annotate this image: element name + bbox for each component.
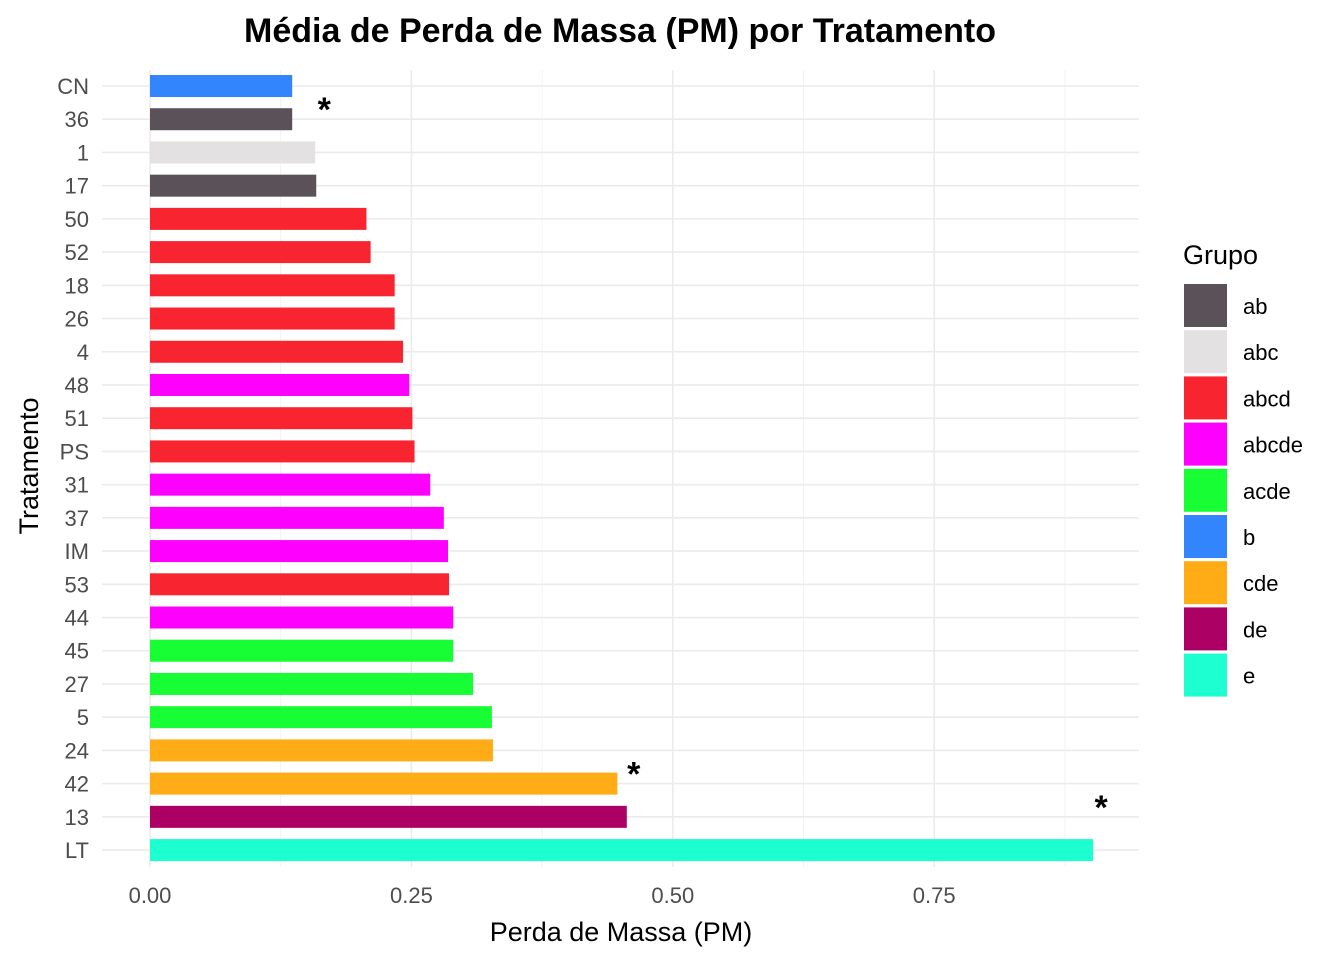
legend-label: b bbox=[1243, 525, 1255, 550]
bar-1 bbox=[150, 141, 316, 164]
bar-5 bbox=[150, 706, 492, 729]
bar-17 bbox=[150, 174, 317, 197]
x-tick-label: 0.25 bbox=[390, 883, 433, 908]
y-tick-label: 13 bbox=[65, 805, 89, 830]
x-tick-label: 0.50 bbox=[651, 883, 694, 908]
bar-44 bbox=[150, 606, 454, 629]
legend-key-e bbox=[1184, 653, 1227, 697]
legend-key-abcd bbox=[1184, 376, 1227, 420]
bar-36 bbox=[150, 108, 293, 131]
legend-label: abc bbox=[1243, 340, 1278, 365]
y-tick-label: CN bbox=[57, 74, 89, 99]
y-tick-label: 50 bbox=[65, 207, 89, 232]
y-tick-label: 17 bbox=[65, 174, 89, 199]
y-tick-label: 18 bbox=[65, 273, 89, 298]
legend-label: ab bbox=[1243, 294, 1267, 319]
y-tick-label: 36 bbox=[65, 107, 89, 132]
legend-key-ab bbox=[1184, 284, 1227, 327]
legend-label: e bbox=[1243, 664, 1255, 689]
bar-53 bbox=[150, 573, 450, 596]
bar-4 bbox=[150, 340, 404, 363]
bar-45 bbox=[150, 639, 454, 662]
x-tick-label: 0.00 bbox=[129, 883, 172, 908]
y-tick-label: 5 bbox=[77, 705, 89, 730]
legend-title: Grupo bbox=[1183, 240, 1258, 270]
bar-52 bbox=[150, 241, 371, 264]
y-tick-label: IM bbox=[65, 539, 89, 564]
y-tick-label: 1 bbox=[77, 140, 89, 165]
bar-27 bbox=[150, 672, 474, 695]
bar-13 bbox=[150, 805, 627, 828]
x-axis-title: Perda de Massa (PM) bbox=[490, 917, 753, 947]
y-tick-label: 53 bbox=[65, 572, 89, 597]
legend: Grupo ab abc abcd abcde acde b cde de e bbox=[1183, 240, 1303, 697]
x-axis-ticks: 0.00 0.25 0.50 0.75 bbox=[129, 883, 956, 908]
y-tick-label: 24 bbox=[65, 738, 89, 763]
legend-key-abc bbox=[1184, 330, 1227, 374]
legend-label: cde bbox=[1243, 571, 1278, 596]
annotation-asterisk: * bbox=[318, 91, 332, 129]
chart-title: Média de Perda de Massa (PM) por Tratame… bbox=[244, 12, 996, 50]
y-tick-label: 48 bbox=[65, 373, 89, 398]
bars bbox=[150, 75, 1094, 862]
legend-label: de bbox=[1243, 617, 1267, 642]
legend-key-acde bbox=[1184, 468, 1227, 512]
bar-LT bbox=[150, 839, 1094, 862]
legend-key-de bbox=[1184, 607, 1227, 651]
y-tick-label: LT bbox=[65, 838, 89, 863]
legend-key-abcde bbox=[1184, 422, 1227, 466]
y-tick-label: 51 bbox=[65, 406, 89, 431]
x-tick-label: 0.75 bbox=[913, 883, 956, 908]
y-tick-label: 42 bbox=[65, 772, 89, 797]
bar-48 bbox=[150, 373, 410, 396]
annotations: * * * bbox=[318, 91, 1109, 827]
y-tick-label: PS bbox=[60, 439, 89, 464]
y-tick-label: 31 bbox=[65, 473, 89, 498]
legend-key-b bbox=[1184, 515, 1227, 558]
legend-key-cde bbox=[1184, 561, 1227, 605]
y-tick-label: 52 bbox=[65, 240, 89, 265]
bar-37 bbox=[150, 506, 444, 529]
bar-PS bbox=[150, 440, 415, 463]
y-tick-label: 26 bbox=[65, 307, 89, 332]
bar-CN bbox=[150, 75, 293, 97]
y-tick-label: 4 bbox=[77, 340, 89, 365]
bar-31 bbox=[150, 473, 431, 496]
legend-label: acde bbox=[1243, 479, 1291, 504]
y-tick-label: 37 bbox=[65, 506, 89, 531]
bar-26 bbox=[150, 307, 395, 330]
bar-18 bbox=[150, 274, 395, 297]
legend-label: abcd bbox=[1243, 386, 1291, 411]
bar-51 bbox=[150, 407, 413, 430]
y-axis-title: Tratamento bbox=[14, 397, 44, 534]
legend-label: abcde bbox=[1243, 433, 1303, 458]
annotation-asterisk: * bbox=[627, 756, 641, 794]
bar-50 bbox=[150, 207, 367, 230]
annotation-asterisk: * bbox=[1095, 789, 1109, 827]
bar-IM bbox=[150, 540, 448, 563]
y-tick-label: 45 bbox=[65, 639, 89, 664]
y-tick-label: 27 bbox=[65, 672, 89, 697]
bar-24 bbox=[150, 739, 493, 762]
bar-42 bbox=[150, 772, 618, 795]
y-tick-label: 44 bbox=[65, 606, 89, 631]
y-axis-ticks: CN 36 1 17 50 52 18 26 4 48 51 PS 31 37 IM 53 44 45 27 5 24 4… bbox=[57, 74, 89, 863]
